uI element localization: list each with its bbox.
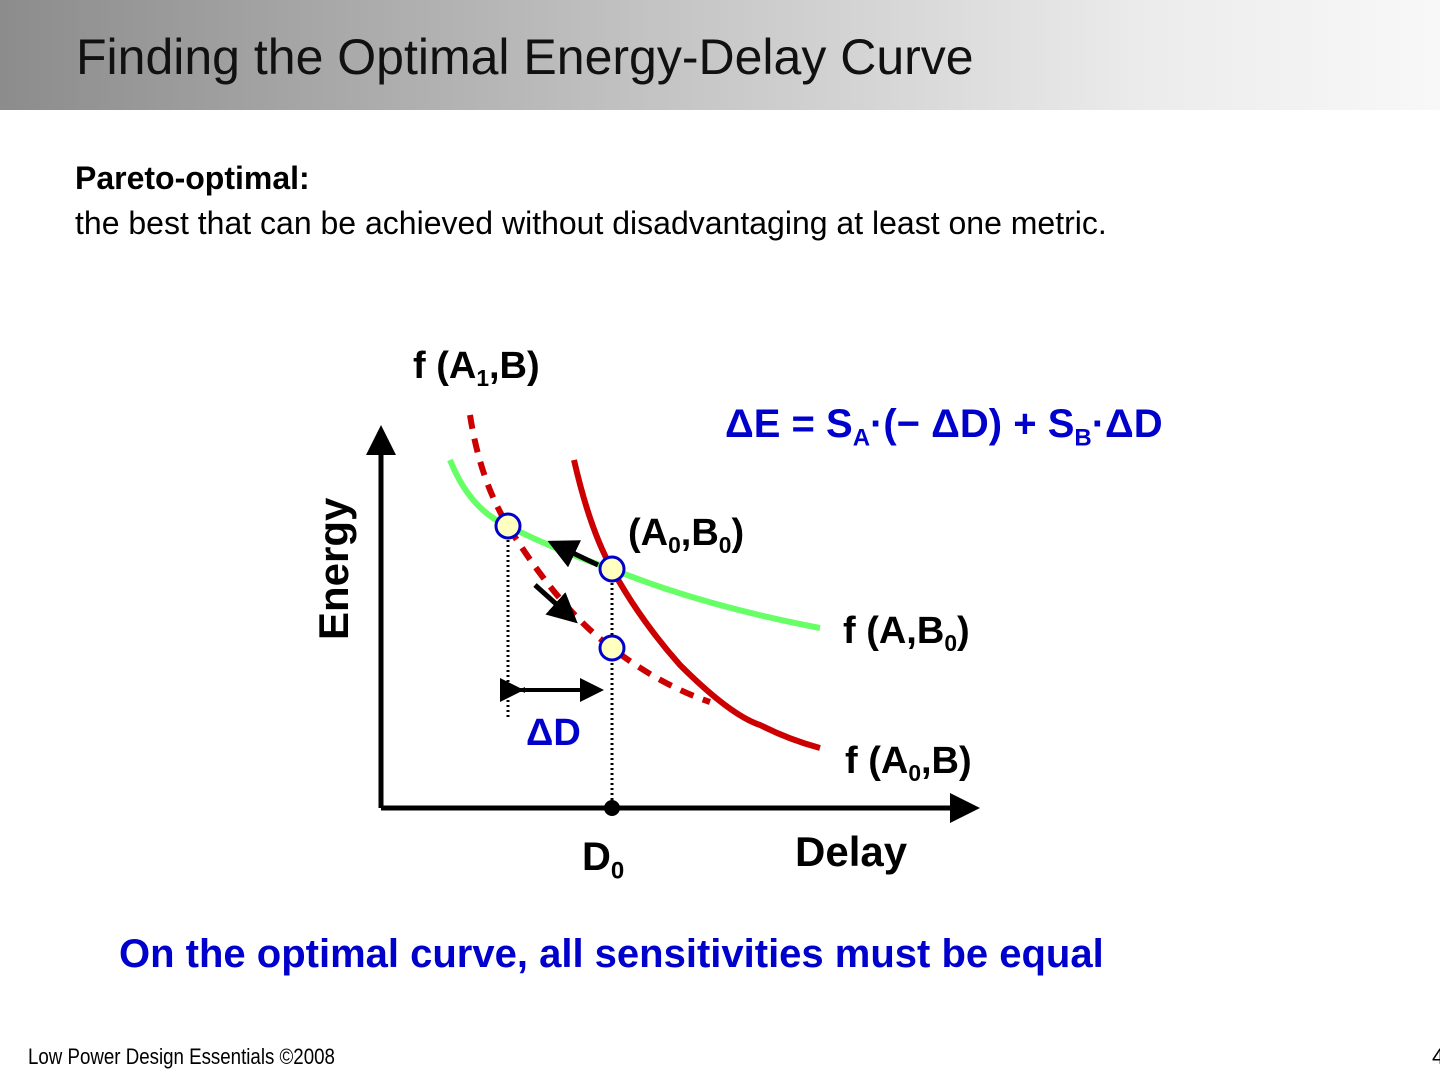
label-f-a0-b: f (A0,B): [845, 740, 972, 787]
t: ,B): [921, 740, 972, 782]
t: ·(− ΔD) + S: [870, 402, 1075, 446]
t: 0: [908, 759, 921, 786]
t: ,B): [489, 345, 540, 387]
footer-text: Low Power Design Essentials ©2008: [28, 1044, 335, 1069]
label-f-a1-b: f (A1,B): [413, 345, 540, 392]
t: (A: [628, 512, 669, 554]
definition-term: Pareto-optimal:: [75, 160, 310, 196]
conclusion: On the optimal curve, all sensitivities …: [119, 932, 1104, 976]
t: f (A: [845, 740, 909, 782]
t: ,B: [680, 512, 719, 554]
point-new: [598, 634, 626, 662]
y-axis-label: Energy: [310, 497, 357, 640]
t: A: [852, 424, 871, 452]
t: ): [957, 610, 970, 652]
t: 0: [944, 629, 957, 656]
t: ): [731, 512, 745, 554]
definition-text: the best that can be achieved without di…: [75, 205, 1107, 241]
t: f (A,B: [843, 610, 945, 652]
t: f (A: [413, 345, 477, 387]
page-number: 4: [1432, 1044, 1440, 1069]
t: B: [1074, 424, 1092, 452]
d0-label: D0: [582, 835, 624, 885]
t: ·ΔD: [1091, 402, 1163, 446]
d0-dot: [604, 800, 620, 816]
arrow-down: [533, 583, 578, 624]
t: 0: [718, 531, 732, 558]
delta-d-label: ΔD: [526, 712, 581, 754]
t: 1: [476, 364, 489, 391]
d0-text: D: [582, 835, 611, 879]
slide-title: Finding the Optimal Energy-Delay Curve: [76, 29, 974, 85]
label-f-a-b0: f (A,B0): [843, 610, 970, 657]
curve-a0-b: [571, 459, 821, 751]
t: ΔE = S: [725, 402, 853, 446]
point-a0b0: [598, 555, 626, 583]
d0-sub: 0: [610, 857, 625, 885]
x-axis-label: Delay: [795, 828, 908, 875]
equation: ΔE = SA·(− ΔD) + SB·ΔD: [725, 402, 1163, 452]
label-point-a0b0: (A0,B0): [628, 512, 744, 559]
title-bar: [0, 0, 1440, 110]
t: 0: [668, 531, 681, 558]
point-a1: [494, 512, 522, 540]
arrow-to-a1: [547, 540, 600, 568]
